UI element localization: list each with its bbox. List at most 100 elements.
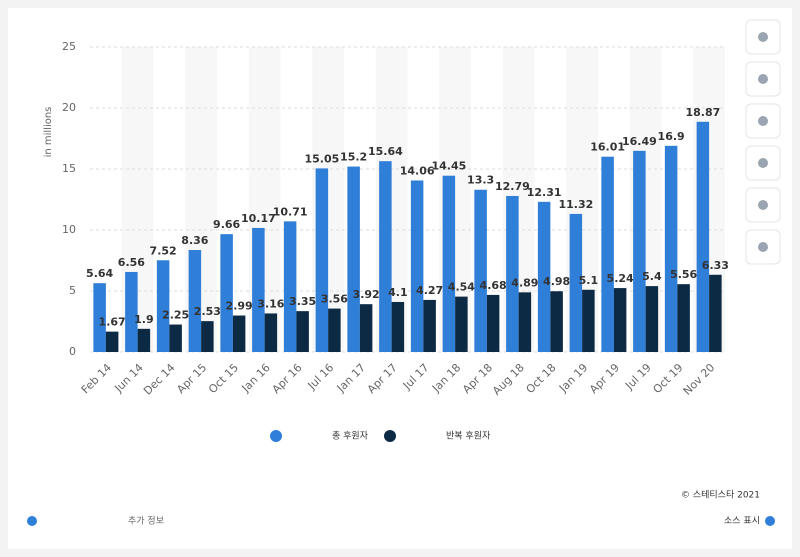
value-label: 12.79: [495, 180, 530, 193]
value-label: 16.49: [622, 135, 657, 148]
y-tick-label: 20: [62, 101, 76, 114]
bar: [283, 221, 297, 352]
icon: [758, 242, 768, 252]
more-info[interactable]: 추가 정보: [128, 516, 164, 527]
bar: [93, 283, 106, 352]
bar: [506, 195, 519, 352]
value-label: 4.54: [448, 281, 475, 294]
legend-label: 총 후원자: [332, 431, 369, 442]
value-label: 13.3: [467, 174, 494, 187]
value-label: 16.01: [590, 141, 625, 154]
icon: [758, 200, 768, 210]
value-label: 15.05: [304, 152, 339, 165]
bar: [442, 175, 456, 352]
bar: [391, 301, 405, 352]
bar: [518, 292, 532, 352]
bar: [677, 284, 690, 352]
bar: [328, 308, 341, 352]
bar: [537, 201, 551, 352]
value-label: 1.9: [134, 313, 154, 326]
icon: [758, 74, 768, 84]
value-label: 16.9: [658, 130, 685, 143]
value-label: 4.1: [388, 286, 408, 299]
bar: [379, 161, 392, 352]
bar: [359, 304, 373, 352]
icon: [758, 116, 768, 126]
bar: [709, 274, 722, 352]
bar: [201, 321, 214, 352]
value-label: 15.2: [340, 151, 367, 164]
value-label: 3.16: [257, 297, 284, 310]
legend-marker: [384, 430, 396, 442]
value-label: 14.06: [400, 164, 435, 177]
y-tick-label: 10: [62, 223, 76, 236]
value-label: 9.66: [213, 218, 240, 231]
bar: [252, 227, 265, 352]
value-label: 6.56: [118, 256, 145, 269]
y-axis-title: in millions: [43, 107, 54, 158]
bar: [569, 213, 583, 352]
bar: [696, 121, 710, 352]
value-label: 8.36: [181, 234, 208, 247]
value-label: 4.89: [511, 276, 538, 289]
value-label: 10.17: [241, 212, 276, 225]
value-label: 6.33: [702, 259, 729, 272]
value-label: 5.56: [670, 268, 697, 281]
bar: [455, 296, 468, 352]
value-label: 2.25: [162, 309, 189, 322]
bar: [423, 299, 436, 352]
bar: [633, 150, 646, 352]
y-tick-label: 15: [62, 162, 76, 175]
legend-label: 반복 후원자: [446, 431, 491, 442]
bar: [137, 328, 151, 352]
value-label: 12.31: [527, 186, 562, 199]
y-tick-label: 25: [62, 40, 76, 53]
value-label: 5.4: [642, 270, 662, 283]
bar: [613, 288, 627, 352]
bar: [188, 250, 202, 352]
bar: [220, 234, 233, 352]
icon: [758, 158, 768, 168]
icon: [758, 32, 768, 42]
info-icon[interactable]: [765, 516, 775, 526]
bar: [474, 189, 487, 352]
value-label: 5.1: [579, 274, 599, 287]
value-label: 15.64: [368, 145, 403, 158]
value-label: 2.53: [194, 305, 221, 318]
source[interactable]: 소스 표시: [724, 516, 760, 527]
bar: [486, 294, 500, 352]
y-tick-label: 5: [69, 284, 76, 297]
bar: [296, 311, 309, 352]
value-label: 3.92: [353, 288, 380, 301]
value-label: 4.98: [543, 275, 570, 288]
value-label: 1.67: [99, 316, 126, 329]
value-label: 2.99: [226, 300, 253, 313]
bar: [664, 145, 678, 352]
value-label: 4.27: [416, 284, 443, 297]
bar: [347, 166, 360, 352]
y-tick-label: 0: [69, 345, 76, 358]
value-label: 3.56: [321, 293, 348, 306]
value-label: 11.32: [558, 198, 593, 211]
bar: [232, 315, 246, 352]
value-label: 10.71: [273, 205, 308, 218]
bar: [315, 168, 329, 352]
bar: [156, 260, 170, 352]
bar: [582, 289, 595, 352]
value-label: 18.87: [685, 106, 720, 119]
bar: [264, 313, 278, 352]
value-label: 5.64: [86, 267, 113, 280]
bar: [169, 324, 182, 352]
info-icon[interactable]: [27, 516, 37, 526]
bar: [105, 331, 119, 352]
bar: [645, 286, 659, 352]
bar: [410, 180, 424, 352]
bar: [601, 156, 614, 352]
legend-marker: [270, 430, 282, 442]
value-label: 14.45: [431, 160, 466, 173]
bar: [550, 291, 563, 352]
value-label: 4.68: [480, 279, 507, 292]
bar: [125, 271, 138, 352]
